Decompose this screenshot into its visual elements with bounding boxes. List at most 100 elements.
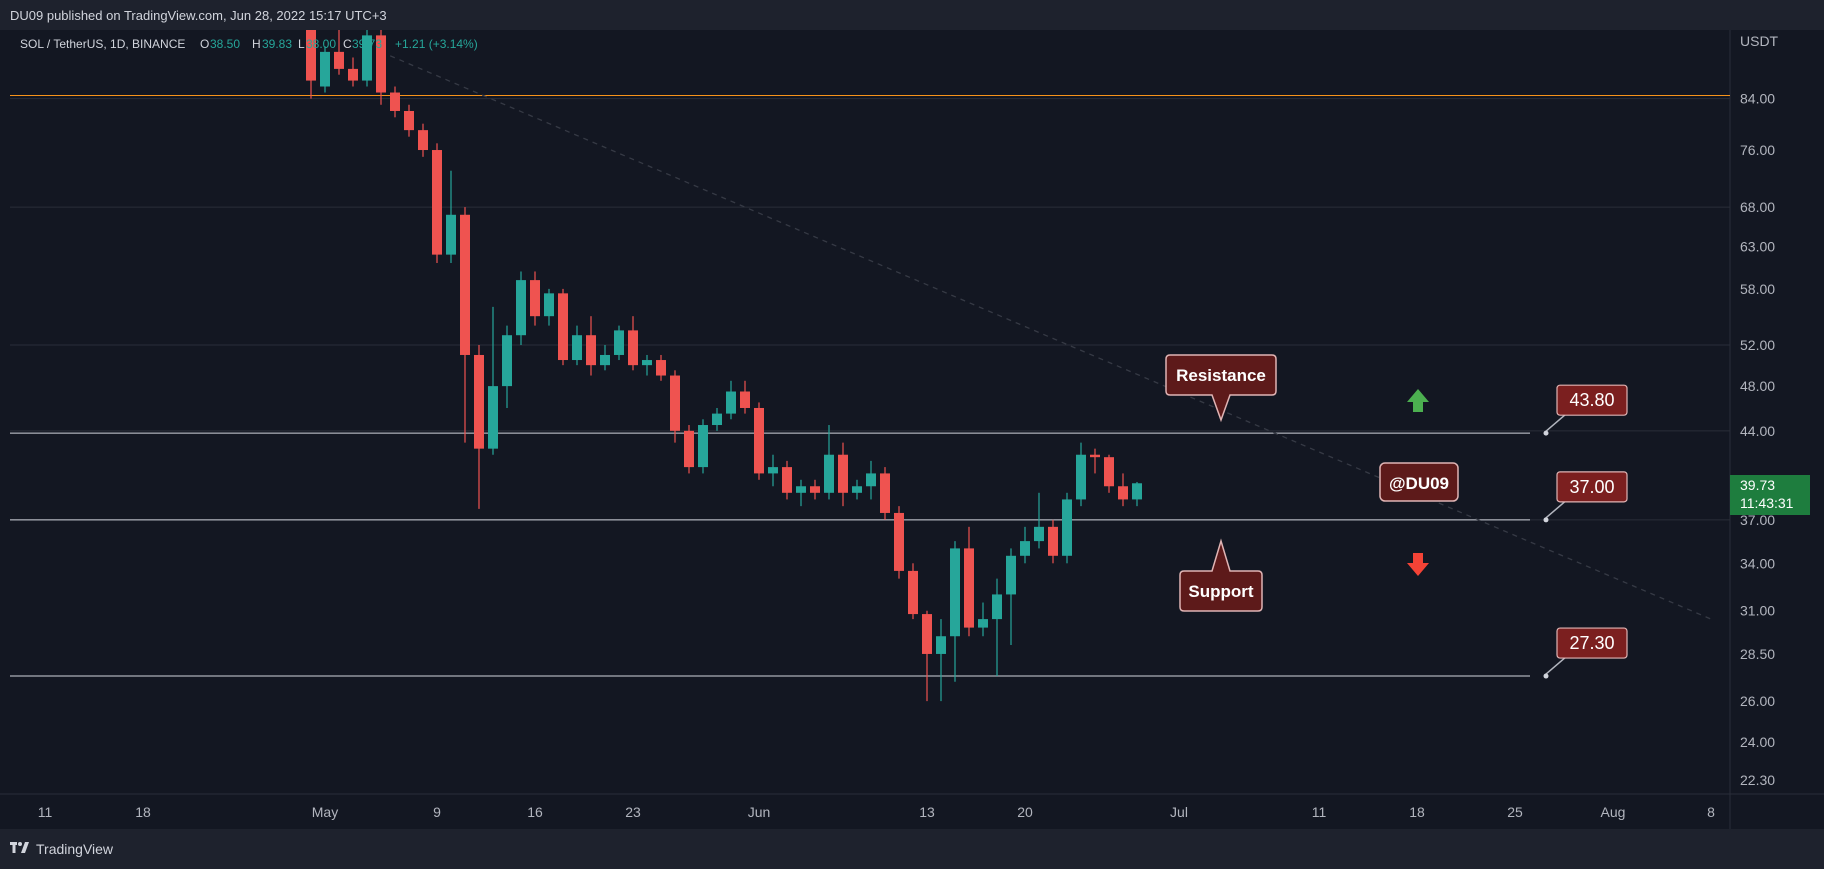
resistance-label: Resistance: [1176, 366, 1266, 385]
candle-body: [460, 214, 470, 355]
price-chart[interactable]: 84.00 76.00 68.00 63.00 58.00 52.00 48.00 44.00…: [0, 30, 1824, 829]
x-tick-label: 18: [135, 804, 151, 820]
legend-symbol: SOL / TetherUS, 1D, BINANCE: [20, 37, 185, 51]
y-axis[interactable]: 84.00 76.00 68.00 63.00 58.00 52.00 48.00 44.00…: [1740, 91, 1775, 788]
x-tick-label: 16: [527, 804, 543, 820]
level-anchor-dot: [1543, 517, 1549, 523]
x-tick-label: Aug: [1601, 804, 1626, 820]
y-tick-label: 24.00: [1740, 734, 1775, 750]
candle-body: [572, 335, 582, 361]
author-watermark: @DU09: [1379, 462, 1459, 502]
y-tick-label: 63.00: [1740, 238, 1775, 254]
candle-body: [1118, 486, 1128, 500]
y-axis-unit: USDT: [1740, 33, 1779, 49]
candle-body: [866, 473, 876, 487]
level-price-label: 37.00: [1569, 477, 1614, 497]
candle-body: [474, 354, 484, 449]
y-tick-label: 44.00: [1740, 423, 1775, 439]
candle-body: [1034, 526, 1044, 542]
legend-open-label: O: [200, 37, 209, 51]
legend-close: 39.73: [352, 37, 382, 51]
level-price-box: [1556, 384, 1628, 416]
x-tick-label: 9: [433, 804, 441, 820]
y-tick-label: 22.30: [1740, 772, 1775, 788]
trendline-line: [380, 51, 1712, 620]
current-price-tag: [1730, 475, 1810, 515]
y-tick-label: 68.00: [1740, 199, 1775, 215]
candle-body: [782, 467, 792, 493]
candle-body: [418, 130, 428, 151]
candle-body: [950, 548, 960, 637]
legend-open: 38.50: [210, 37, 240, 51]
x-tick-label: Jun: [748, 804, 771, 820]
candle-body: [1048, 526, 1058, 556]
annotations: 43.80 37.00 27.30: [1407, 384, 1628, 679]
watermark-text: @DU09: [1389, 474, 1449, 493]
candle-body: [852, 486, 862, 493]
legend-high: 39.83: [262, 37, 292, 51]
candle-body: [670, 375, 680, 431]
resistance-callout: Resistance: [1165, 354, 1277, 423]
candle-body: [1132, 483, 1142, 500]
level-price-label: 27.30: [1569, 633, 1614, 653]
x-axis[interactable]: 11 18 May 9 16 23 Jun 13 20 Jul 11 18 25 Aug 8: [38, 804, 1715, 820]
candle-body: [586, 335, 596, 366]
level-price-box: [1556, 471, 1628, 503]
green-up-arrow-icon: [1407, 389, 1429, 412]
top-bar: DU09 published on TradingView.com, Jun 2…: [0, 0, 1824, 30]
candle-body: [362, 35, 372, 81]
trendline: [380, 51, 1712, 620]
legend-high-label: H: [252, 37, 261, 51]
y-tick-label: 58.00: [1740, 281, 1775, 297]
candle-body: [516, 280, 526, 336]
x-tick-label: 20: [1017, 804, 1033, 820]
candle-body: [1090, 454, 1100, 458]
candle-body: [894, 512, 904, 571]
candle-body: [978, 619, 988, 628]
bottom-bar: TradingView: [0, 829, 1824, 869]
y-tick-label: 37.00: [1740, 512, 1775, 528]
y-tick-label: 34.00: [1740, 555, 1775, 571]
published-info: DU09 published on TradingView.com, Jun 2…: [10, 8, 387, 23]
level-price-label: 43.80: [1569, 390, 1614, 410]
candle-body: [964, 548, 974, 628]
tradingview-brand[interactable]: TradingView: [36, 841, 114, 857]
candle-body: [1104, 457, 1114, 487]
y-tick-label: 26.00: [1740, 693, 1775, 709]
candle-body: [656, 360, 666, 376]
y-tick-label: 76.00: [1740, 142, 1775, 158]
candle-body: [432, 150, 442, 255]
legend-close-label: C: [343, 37, 352, 51]
level-price-box: [1556, 627, 1628, 659]
candle-body: [614, 330, 624, 355]
x-tick-label: 8: [1707, 804, 1715, 820]
legend-low: 38.00: [306, 37, 336, 51]
x-tick-label: May: [312, 804, 338, 820]
candle-body: [684, 430, 694, 468]
candle-body: [376, 35, 386, 93]
x-tick-label: 13: [919, 804, 935, 820]
tradingview-logo-icon[interactable]: [10, 841, 30, 855]
candle-countdown: 11:43:31: [1740, 495, 1794, 511]
candle-body: [1020, 541, 1030, 556]
candles: [306, 30, 1142, 702]
candle-body: [838, 454, 848, 493]
candle-body: [530, 280, 540, 317]
y-tick-label: 48.00: [1740, 378, 1775, 394]
current-price: 39.73: [1740, 477, 1775, 493]
candle-body: [348, 68, 358, 81]
candle-body: [726, 391, 736, 414]
candle-body: [712, 413, 722, 426]
candle-body: [908, 570, 918, 615]
candle-body: [880, 473, 890, 513]
candle-body: [544, 293, 554, 317]
candle-body: [488, 386, 498, 449]
chart-background: [0, 30, 1824, 829]
support-label: Support: [1188, 582, 1253, 601]
level-anchor-dot: [1543, 673, 1549, 679]
candle-body: [796, 486, 806, 493]
y-tick-label: 28.50: [1740, 646, 1775, 662]
candle-body: [1062, 499, 1072, 556]
candle-body: [600, 354, 610, 366]
candle-body: [754, 407, 764, 474]
